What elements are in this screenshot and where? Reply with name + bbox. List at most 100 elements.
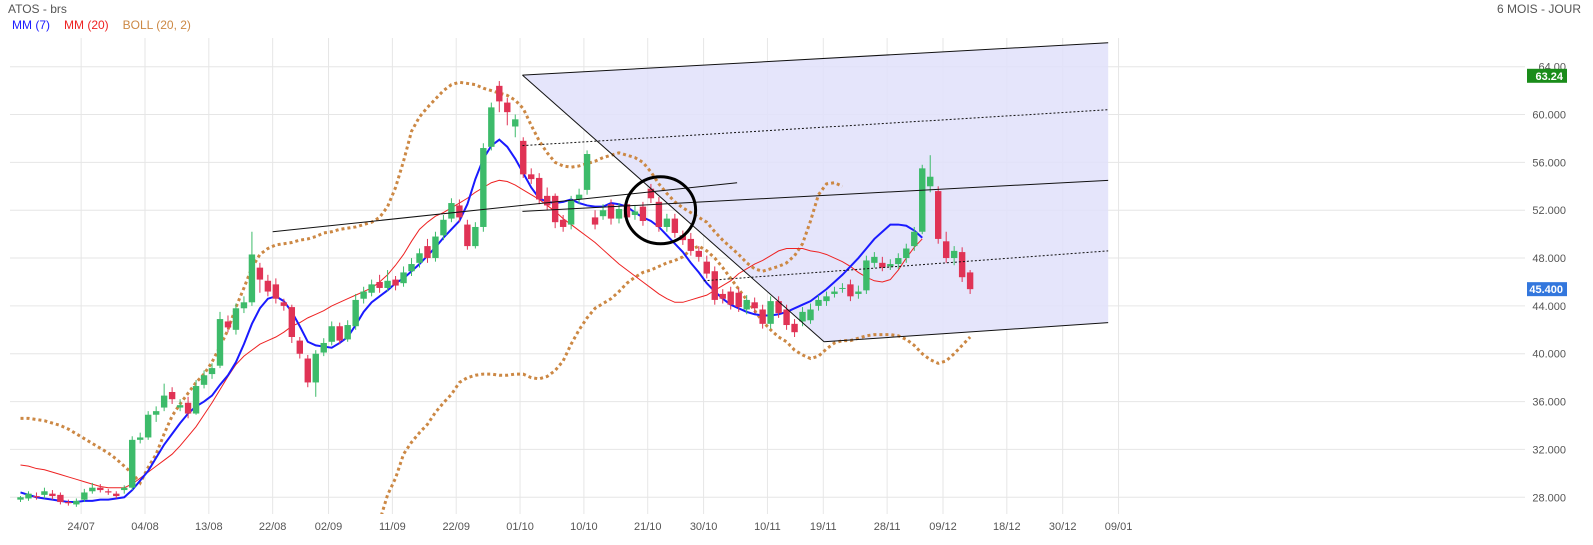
- candle: [703, 255, 710, 279]
- candle: [887, 259, 894, 271]
- candle-body: [863, 260, 870, 291]
- candle-body: [903, 248, 910, 259]
- legend: MM (7) MM (20) BOLL (20, 2): [12, 18, 191, 32]
- candle: [288, 304, 296, 343]
- candle-body: [41, 491, 48, 495]
- candle: [248, 231, 256, 306]
- candle: [368, 279, 375, 297]
- candle-body: [81, 492, 88, 500]
- candle-body: [831, 291, 838, 294]
- period-selector[interactable]: 6 MOIS - JOUR: [1496, 2, 1581, 16]
- candle: [232, 303, 240, 335]
- candle: [57, 492, 64, 505]
- candle-body: [496, 85, 503, 102]
- candle: [927, 155, 934, 193]
- candle-body: [352, 299, 359, 327]
- candle-body: [639, 206, 647, 221]
- candle: [950, 246, 958, 266]
- candle: [711, 266, 718, 305]
- candle-body: [783, 309, 790, 326]
- candle-body: [488, 107, 495, 147]
- x-tick-label: 22/08: [259, 521, 287, 533]
- candle: [192, 380, 200, 415]
- candle-body: [152, 411, 160, 415]
- candle-body: [871, 256, 878, 263]
- candle-body: [336, 326, 343, 341]
- candle-body: [895, 258, 902, 265]
- candle: [41, 487, 48, 499]
- candle-body: [663, 218, 671, 227]
- candle: [240, 296, 248, 314]
- candle-body: [791, 323, 798, 333]
- candle: [144, 411, 152, 440]
- candle-body: [927, 176, 934, 187]
- candle: [105, 488, 112, 495]
- candle: [966, 270, 974, 294]
- candle: [631, 205, 639, 220]
- candle-body: [504, 102, 511, 113]
- candle: [168, 387, 176, 404]
- legend-mm7[interactable]: MM (7): [12, 18, 50, 32]
- candle: [25, 491, 32, 501]
- candle-body: [33, 496, 40, 498]
- candle: [719, 289, 726, 304]
- candle: [735, 287, 742, 312]
- x-tick-label: 04/08: [131, 521, 159, 533]
- candle-body: [73, 500, 80, 505]
- candle-body: [320, 342, 327, 353]
- boll-upper-line: [20, 80, 844, 486]
- channel-upper-line: [522, 42, 1109, 76]
- candle: [536, 173, 543, 205]
- candle: [655, 197, 663, 232]
- x-tick-label: 30/10: [690, 521, 718, 533]
- candle-body: [256, 267, 264, 280]
- candle-body: [599, 210, 607, 217]
- candle-body: [344, 325, 351, 340]
- candle: [472, 222, 479, 249]
- candle-body: [232, 308, 240, 330]
- candle-body: [296, 340, 303, 354]
- candle: [647, 183, 655, 204]
- x-tick-label: 09/12: [929, 521, 957, 533]
- candle: [328, 321, 335, 346]
- candle-body: [671, 218, 679, 233]
- candle-body: [440, 219, 447, 236]
- x-tick-label: 11/09: [379, 521, 406, 533]
- candle: [408, 258, 415, 276]
- candle: [456, 199, 463, 223]
- candle-body: [950, 250, 958, 259]
- candle: [823, 291, 830, 306]
- candle: [208, 363, 216, 379]
- candle-body: [799, 311, 806, 322]
- candle: [903, 243, 910, 263]
- candle: [113, 491, 120, 499]
- candle: [767, 296, 774, 329]
- candle-body: [631, 211, 639, 216]
- candle-body: [408, 264, 415, 272]
- candle-body: [113, 493, 120, 497]
- price-tag-bg: [1527, 282, 1567, 297]
- candle-body: [911, 231, 918, 247]
- candle-body: [751, 302, 758, 309]
- candle: [216, 311, 224, 369]
- candle: [639, 201, 647, 226]
- candle-body: [567, 200, 575, 225]
- candle-body: [528, 174, 535, 180]
- legend-boll[interactable]: BOLL (20, 2): [122, 18, 191, 32]
- candle-body: [368, 284, 375, 293]
- candle: [958, 247, 966, 282]
- candle: [264, 274, 272, 297]
- candle-body: [17, 497, 24, 500]
- candle-body: [759, 309, 766, 324]
- channel-lower-line: [824, 322, 1109, 343]
- legend-mm20[interactable]: MM (20): [64, 18, 109, 32]
- y-tick-label: 48.000: [1532, 253, 1566, 265]
- candle-body: [376, 281, 383, 288]
- candle: [121, 485, 128, 494]
- candle: [392, 276, 399, 291]
- candle-body: [743, 299, 750, 310]
- candle: [879, 256, 886, 272]
- candle: [360, 286, 367, 304]
- candle-body: [400, 272, 407, 284]
